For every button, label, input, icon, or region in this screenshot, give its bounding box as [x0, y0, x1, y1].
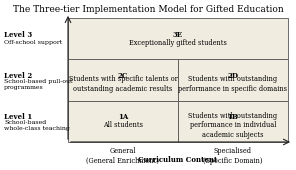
- Text: Off-school support: Off-school support: [4, 40, 62, 45]
- Bar: [68, 101, 178, 142]
- Text: General
(General Enrichment): General (General Enrichment): [86, 147, 160, 165]
- Text: 1A: 1A: [118, 113, 128, 121]
- Text: Exceptionally gifted students: Exceptionally gifted students: [129, 39, 227, 47]
- Text: The Three-tier Implementation Model for Gifted Education: The Three-tier Implementation Model for …: [13, 5, 283, 14]
- Text: Students with outstanding
performance in specific domains: Students with outstanding performance in…: [178, 75, 287, 93]
- Text: School-based
whole-class teaching: School-based whole-class teaching: [4, 120, 70, 131]
- Text: School-based pull-out
programmes: School-based pull-out programmes: [4, 79, 73, 90]
- Text: Curriculum Content: Curriculum Content: [138, 156, 218, 164]
- Text: Level 3: Level 3: [4, 31, 32, 39]
- Text: Specialised
(Specific Domain): Specialised (Specific Domain): [203, 147, 263, 165]
- Text: 1B: 1B: [228, 113, 239, 121]
- Text: Students with specific talents or
outstanding academic results: Students with specific talents or outsta…: [69, 75, 177, 93]
- Bar: [68, 18, 288, 59]
- Text: Students with outstanding
performance in individual
academic subjects: Students with outstanding performance in…: [189, 112, 278, 139]
- Bar: [68, 59, 178, 101]
- Text: Level 2: Level 2: [4, 72, 32, 80]
- Bar: [178, 101, 288, 142]
- Text: All students: All students: [103, 122, 143, 130]
- Text: 3E: 3E: [173, 31, 183, 39]
- Text: 2D: 2D: [228, 72, 239, 80]
- Bar: [178, 59, 288, 101]
- Text: Level 1: Level 1: [4, 113, 32, 121]
- Text: 2C: 2C: [118, 72, 128, 80]
